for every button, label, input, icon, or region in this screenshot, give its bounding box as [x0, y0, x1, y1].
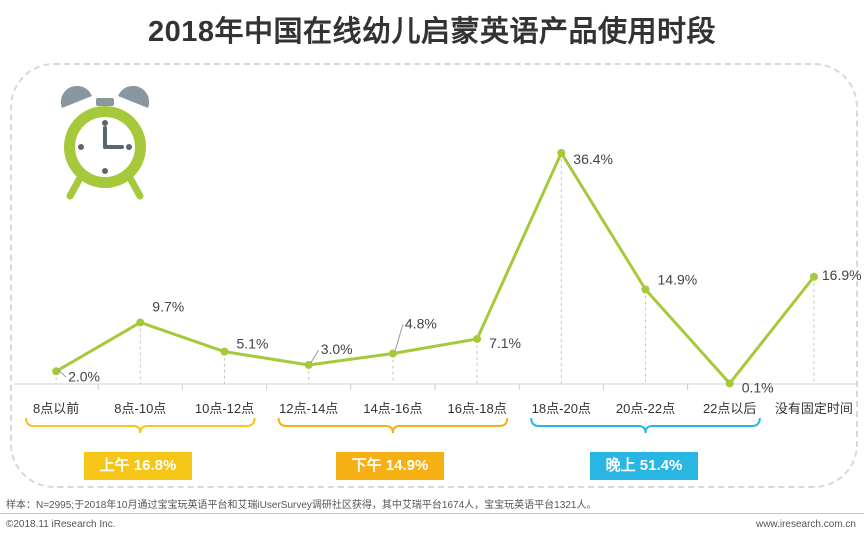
value-label: 4.8%: [405, 316, 437, 332]
afternoon-badge: 下午 14.9%: [336, 452, 444, 480]
website: www.iresearch.com.cn: [755, 519, 856, 530]
data-point: [473, 334, 482, 343]
category-label: 22点以后: [703, 401, 756, 416]
value-label: 16.9%: [822, 267, 862, 283]
group-brace: [25, 417, 256, 434]
data-point: [641, 285, 650, 294]
value-label: 9.7%: [152, 298, 184, 314]
value-label: 7.1%: [489, 335, 521, 351]
value-label: 36.4%: [573, 151, 613, 167]
category-label: 8点以前: [33, 401, 79, 416]
value-label: 5.1%: [237, 336, 269, 352]
category-label: 12点-14点: [279, 401, 338, 416]
group-brace: [277, 417, 509, 434]
copyright: ©2018.11 iResearch Inc.: [6, 519, 116, 530]
category-label: 18点-20点: [532, 401, 591, 416]
data-point: [557, 149, 566, 157]
chart-title: 2018年中国在线幼儿启蒙英语产品使用时段: [147, 16, 716, 48]
data-point: [809, 272, 818, 281]
data-point: [52, 367, 61, 376]
value-label: 2.0%: [68, 368, 100, 384]
category-label: 8点-10点: [114, 401, 166, 416]
label-leader: [57, 368, 67, 378]
footer-rule: [0, 513, 864, 514]
category-label: 14点-16点: [363, 401, 422, 416]
morning-badge: 上午 16.8%: [84, 452, 192, 480]
data-point: [220, 347, 229, 356]
label-leader: [394, 324, 404, 352]
data-point: [136, 318, 145, 327]
category-label: 10点-12点: [195, 401, 254, 416]
evening-badge: 晚上 51.4%: [590, 452, 698, 480]
value-label: 0.1%: [742, 379, 774, 395]
category-label: 20点-22点: [616, 401, 675, 416]
series-line: [55, 149, 816, 386]
data-point: [388, 349, 397, 358]
chart-panel: [10, 63, 858, 488]
data-point: [725, 379, 734, 388]
value-label: 3.0%: [321, 341, 353, 357]
category-label: 没有固定时间: [775, 401, 853, 416]
value-label: 14.9%: [658, 271, 698, 287]
footnote: 样本：N=2995;于2018年10月通过宝宝玩英语平台和艾瑞iUserSurv…: [6, 500, 597, 511]
label-leader: [310, 349, 320, 364]
alarm-clock-icon: [60, 85, 150, 200]
group-brace: [530, 417, 761, 434]
category-label: 16点-18点: [447, 401, 506, 416]
